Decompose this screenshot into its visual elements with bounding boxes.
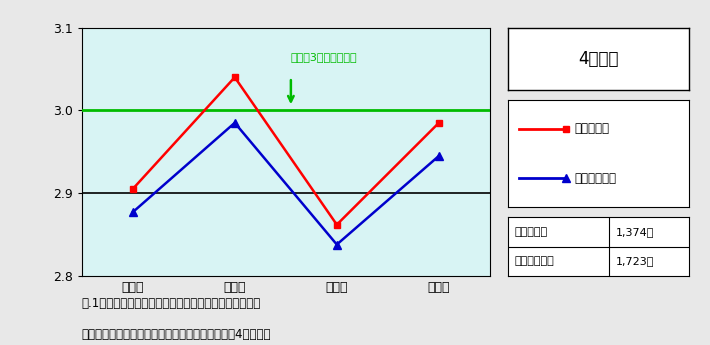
- Text: 4モード: 4モード: [578, 50, 618, 68]
- Text: 1,723名: 1,723名: [616, 256, 655, 266]
- Text: スコア3：できている: スコア3：できている: [291, 52, 358, 62]
- Text: 研修未受講者: 研修未受講者: [574, 171, 617, 185]
- Text: 研修受講者: 研修受講者: [515, 227, 548, 237]
- Text: 研修未受講者: 研修未受講者: [515, 256, 555, 266]
- Text: 研修受講者: 研修受講者: [574, 122, 610, 136]
- Text: ナレッジリーダー研修受講者・未受講者の比較（4モード）: ナレッジリーダー研修受講者・未受講者の比較（4モード）: [82, 328, 271, 341]
- Text: 図.1　第五回　日々の業務の取り組み方についての調査: 図.1 第五回 日々の業務の取り組み方についての調査: [82, 297, 261, 310]
- Text: 1,374名: 1,374名: [616, 227, 655, 237]
